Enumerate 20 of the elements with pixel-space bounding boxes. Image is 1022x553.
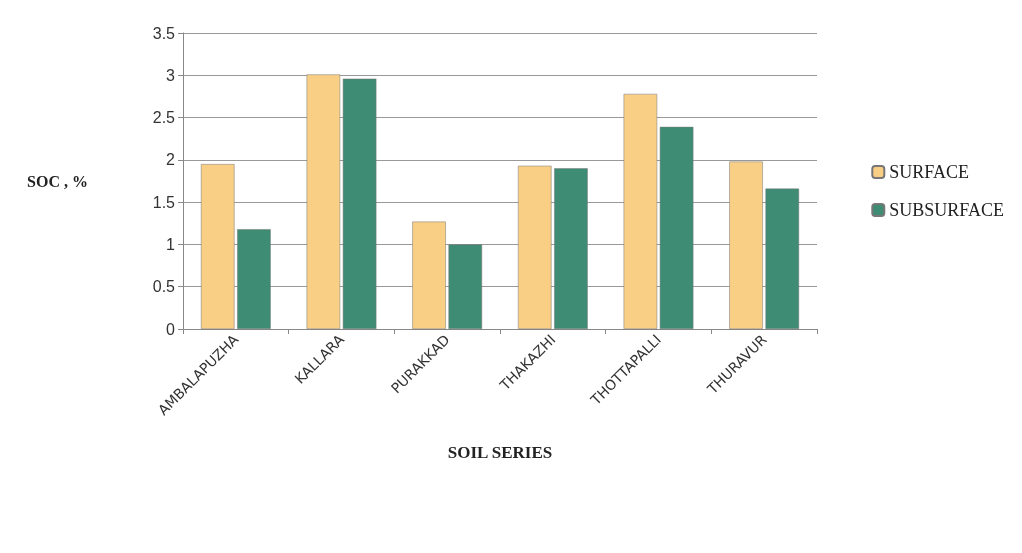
y-tick-label: 1.5: [152, 193, 176, 211]
bar: [729, 161, 763, 329]
y-tick-label: 3: [166, 66, 176, 84]
legend-label: SUBSURFACE: [889, 200, 1005, 220]
y-tick-label: 2.5: [152, 109, 176, 127]
bar: [412, 221, 446, 329]
bar: [765, 188, 800, 329]
legend-label: SURFACE: [889, 162, 969, 182]
bar: [200, 164, 235, 329]
bar: [517, 165, 552, 329]
y-tick-label: 0.5: [152, 278, 176, 296]
x-axis-title: SOIL SERIES: [447, 443, 553, 462]
y-tick-label: 0: [166, 320, 176, 338]
bar: [448, 244, 483, 329]
bar: [237, 229, 271, 329]
y-tick-label: 3.5: [152, 24, 176, 42]
y-axis-title: SOC , %: [27, 172, 88, 190]
bar: [554, 168, 588, 329]
y-tick-label: 1: [166, 235, 176, 253]
y-tick-label: 2: [166, 151, 176, 169]
